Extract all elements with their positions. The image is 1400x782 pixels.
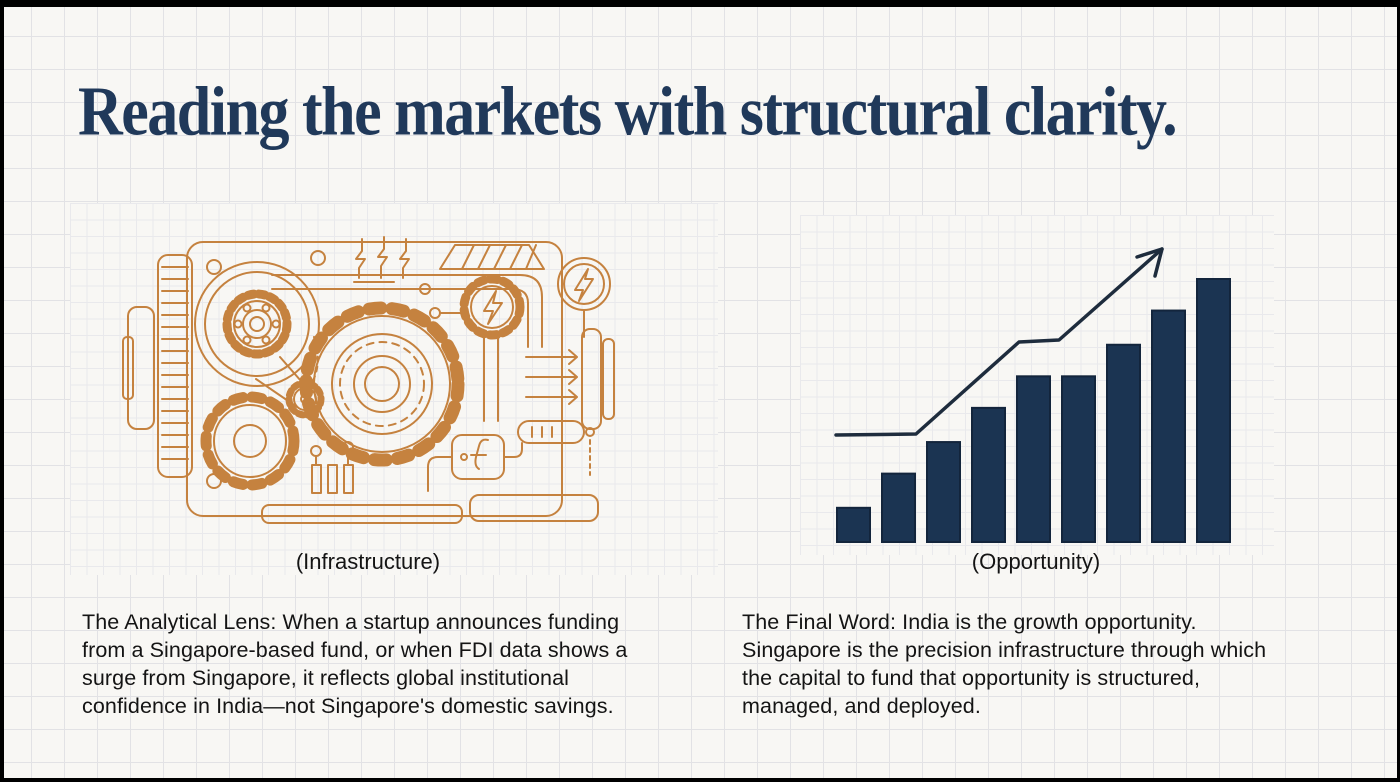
machine-illustration	[122, 236, 615, 524]
bar-1	[836, 506, 871, 543]
bar-8	[1151, 309, 1186, 543]
bar-6	[1061, 375, 1096, 543]
caption-infrastructure: (Infrastructure)	[295, 549, 441, 574]
analytical-lens-paragraph: The Analytical Lens: When a startup anno…	[82, 610, 628, 718]
page-title: Reading the markets with structural clar…	[78, 74, 1178, 151]
blueprint-grid-patch-right	[800, 215, 1274, 555]
trend-line	[834, 247, 1164, 437]
bar-9	[1196, 278, 1231, 543]
bar-4	[971, 406, 1006, 543]
final-word-paragraph: The Final Word: India is the growth oppo…	[742, 610, 1267, 718]
trend-arrow-head-icon	[1135, 247, 1164, 278]
caption-opportunity: (Opportunity)	[971, 549, 1101, 574]
slide-canvas: Reading the markets with structural clar…	[4, 7, 1397, 778]
bar-2	[881, 472, 916, 543]
bar-5	[1016, 375, 1051, 543]
opportunity-bar-chart	[834, 247, 1231, 543]
blueprint-grid-patch-left	[70, 203, 718, 575]
bar-3	[926, 441, 961, 543]
bar-7	[1106, 343, 1141, 543]
